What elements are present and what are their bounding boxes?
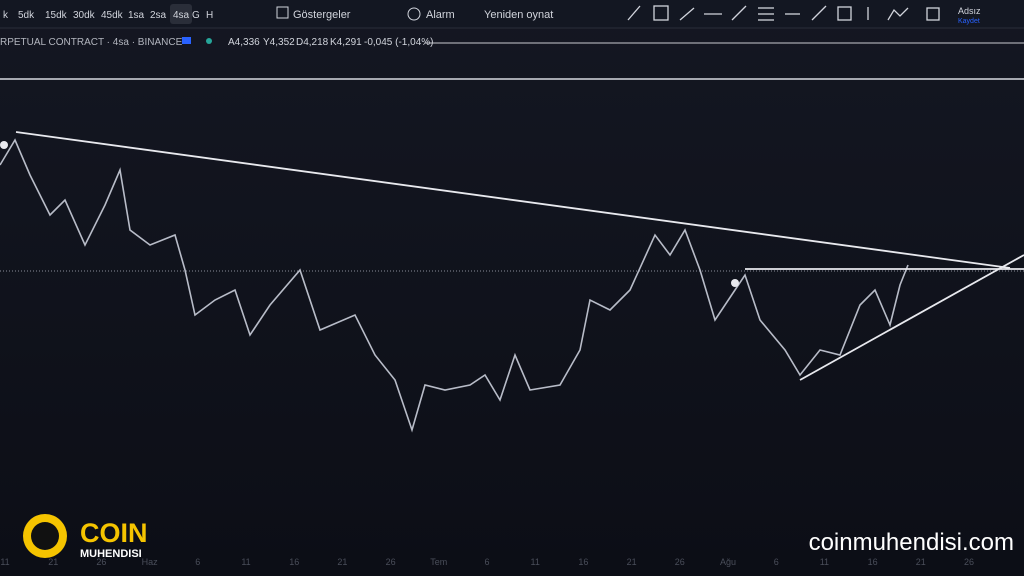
time-label: 26 <box>96 557 106 567</box>
time-label: 16 <box>868 557 878 567</box>
interval-group: k 5dk 15dk 30dk 45dk 1sa 2sa 4sa G H <box>3 4 213 24</box>
change: -0,045 (-1,04%) <box>364 37 433 48</box>
anchor-point <box>0 141 8 149</box>
drawing-tools <box>627 5 940 21</box>
interval-button[interactable]: H <box>206 10 213 21</box>
logo-text: COIN <box>80 518 148 548</box>
time-label: 26 <box>386 557 396 567</box>
save-button[interactable]: Kaydet <box>958 18 980 25</box>
interval-button[interactable]: 15dk <box>45 10 68 21</box>
price-series <box>0 138 909 433</box>
layout-name[interactable]: Adsız <box>958 6 981 16</box>
indicators-icon <box>276 6 289 19</box>
interval-button[interactable]: 45dk <box>101 10 124 21</box>
interval-button[interactable]: 30dk <box>73 10 96 21</box>
interval-button[interactable]: 2sa <box>150 10 167 21</box>
time-label: 21 <box>916 557 926 567</box>
time-label: 11 <box>820 557 829 567</box>
anchor-point <box>731 279 739 287</box>
time-label: 21 <box>337 557 347 567</box>
time-label: 6 <box>774 557 779 567</box>
high: Y4,352 <box>263 37 295 48</box>
symbol-legend: RPETUAL CONTRACT · 4sa · BINANCE A4,336 … <box>0 37 433 48</box>
low: D4,218 <box>296 37 329 48</box>
time-label: 16 <box>289 557 299 567</box>
close: K4,291 <box>330 37 362 48</box>
time-label: 6 <box>195 557 200 567</box>
active-interval-bg <box>170 4 192 24</box>
flag-icon <box>182 37 191 44</box>
replay-button[interactable]: Yeniden oynat <box>484 9 553 21</box>
alarm-button[interactable]: Alarm <box>426 9 455 21</box>
time-label: 21 <box>48 557 58 567</box>
symbol: RPETUAL CONTRACT · 4sa · BINANCE <box>0 37 183 48</box>
trendlines <box>15 131 1024 381</box>
time-label: Ağu <box>720 557 736 567</box>
logo-icon-inner <box>31 522 59 550</box>
interval-button[interactable]: 1sa <box>128 10 145 21</box>
time-label: 11 <box>531 557 540 567</box>
time-label: 11 <box>0 557 9 567</box>
time-label: 21 <box>627 557 637 567</box>
interval-button[interactable]: k <box>3 10 9 21</box>
website: coinmuhendisi.com <box>809 529 1014 556</box>
interval-button[interactable]: G <box>192 10 200 21</box>
time-label: 26 <box>964 557 974 567</box>
time-label: 11 <box>241 557 250 567</box>
time-label: Haz <box>142 557 159 567</box>
open: A4,336 <box>228 37 260 48</box>
logo-subtext: MUHENDISI <box>80 548 142 560</box>
status-dot <box>206 38 212 44</box>
time-axis: 11 21 26 Haz 6 11 16 21 26 Tem 6 11 16 21 26 Ağu 6 11 16 21… <box>0 557 974 567</box>
time-label: 26 <box>675 557 685 567</box>
time-label: 16 <box>578 557 588 567</box>
alarm-icon <box>407 7 421 21</box>
interval-button[interactable]: 5dk <box>18 10 35 21</box>
interval-button[interactable]: 4sa <box>173 10 190 21</box>
indicators-button[interactable]: Göstergeler <box>293 9 351 21</box>
time-label: 6 <box>484 557 489 567</box>
time-label: Tem <box>430 557 447 567</box>
